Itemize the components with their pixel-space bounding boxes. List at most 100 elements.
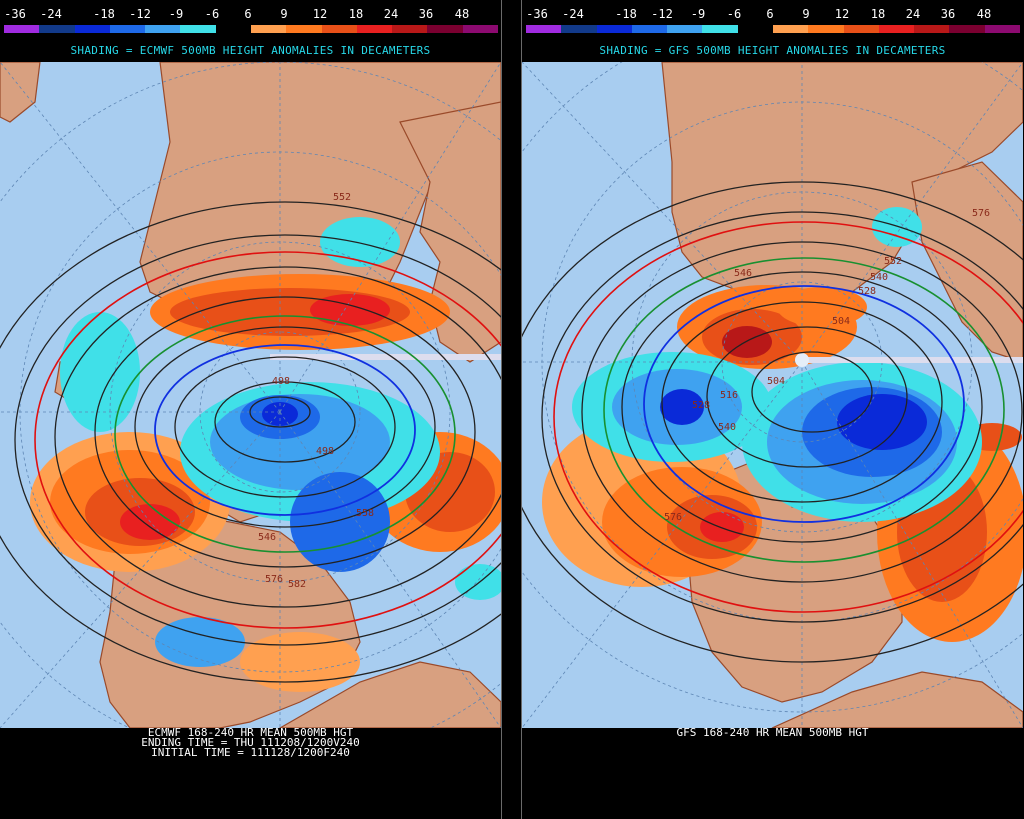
contour-label: 552 <box>333 192 351 203</box>
scale-swatch <box>356 25 393 33</box>
scale-label: -12 <box>651 7 673 21</box>
scale-label: 36 <box>940 7 956 21</box>
contour-label: 504 <box>832 316 850 327</box>
scale-label: 24 <box>905 7 921 21</box>
positive-anomalies <box>30 274 501 692</box>
meridian <box>522 361 803 728</box>
gfs-polar-map: 576 552 540 528 516 504 504 528 540 576 … <box>522 62 1023 728</box>
scale-label: 6 <box>244 7 252 21</box>
contour-label: 582 <box>288 579 306 590</box>
scale-swatch <box>250 25 287 33</box>
caption-line: ENDING TIME = THU 111208/1200V240 <box>141 736 360 749</box>
date-line-gap <box>270 354 501 360</box>
north-pole-marker <box>795 353 809 367</box>
scale-swatch <box>914 25 950 33</box>
scale-swatch <box>843 25 879 33</box>
meridian <box>279 62 501 413</box>
meridian <box>522 62 803 363</box>
anomaly-arctic-core <box>837 394 927 450</box>
contour <box>249 396 311 428</box>
anomaly-scandinavia-cyan <box>320 217 400 267</box>
panel-divider <box>501 0 522 819</box>
anomaly-color-scale <box>526 25 1020 33</box>
scale-swatch <box>561 25 597 33</box>
contour <box>134 326 436 528</box>
contour <box>14 234 501 646</box>
scale-swatch <box>667 25 703 33</box>
contour <box>522 181 1023 663</box>
anomaly-alaska-cyan <box>60 312 140 432</box>
anomaly-scale-labels: -36 -24 -18 -12 -9 -6 6 9 12 18 24 36 48 <box>0 8 501 22</box>
scale-label: -24 <box>40 7 62 21</box>
scale-label: -24 <box>562 7 584 21</box>
scale-swatch <box>462 25 498 33</box>
meridian <box>279 411 501 728</box>
contour <box>706 326 908 468</box>
gfs-panel: -36 -24 -18 -12 -9 -6 6 9 12 18 24 36 48… <box>522 0 1023 819</box>
scale-swatch <box>180 25 216 33</box>
scale-label: 12 <box>312 7 328 21</box>
scale-swatch <box>74 25 110 33</box>
land-masses <box>0 62 501 728</box>
caption-line: ECMWF 168-240 HR MEAN 500MB HGT <box>147 726 354 739</box>
south-america <box>278 661 501 728</box>
scale-swatch <box>631 25 668 33</box>
contour <box>214 381 356 463</box>
contour-528-blue <box>643 285 965 523</box>
scale-swatch <box>145 25 181 33</box>
contour-label: 498 <box>272 376 290 387</box>
anomaly-siberia-east <box>777 287 867 327</box>
contour <box>54 266 501 608</box>
contour <box>0 201 501 683</box>
scale-label: 24 <box>383 7 399 21</box>
meridian <box>801 361 1023 728</box>
anomaly-scale-labels: -36 -24 -18 -12 -9 -6 6 9 12 18 24 36 48 <box>522 8 1023 22</box>
contour <box>541 211 1023 623</box>
scale-swatch <box>39 25 75 33</box>
contour-labels: 552 498 498 558 546 582 576 <box>258 192 374 590</box>
scale-label: 48 <box>976 7 992 21</box>
scale-swatch <box>109 25 146 33</box>
scale-label: 18 <box>348 7 364 21</box>
date-line-gap <box>802 357 1023 363</box>
scale-swatch <box>286 25 322 33</box>
anomaly-canada-blue <box>290 472 390 572</box>
scale-label: -18 <box>615 7 637 21</box>
contour-label: 540 <box>718 422 736 433</box>
contour-label: 504 <box>767 376 785 387</box>
scale-label: -6 <box>204 7 220 21</box>
south-america <box>771 671 1023 728</box>
scale-label: 36 <box>418 7 434 21</box>
contour-label: 528 <box>692 400 710 411</box>
negative-anomalies <box>60 217 501 667</box>
europe-landmass <box>911 161 1023 363</box>
scale-label: -9 <box>690 7 706 21</box>
scale-label: -36 <box>526 7 548 21</box>
contour-label: 576 <box>265 574 283 585</box>
anomaly-siberia-core <box>722 326 772 358</box>
shading-title: SHADING = ECMWF 500MB HEIGHT ANOMALIES I… <box>70 44 431 57</box>
scale-label: -9 <box>168 7 184 21</box>
caption-line: GFS 168-240 HR MEAN 500MB HGT <box>676 726 869 739</box>
scale-label: -12 <box>129 7 151 21</box>
contour <box>581 241 1023 583</box>
meridian <box>0 62 281 413</box>
contour <box>751 351 873 433</box>
anomaly-pacific-core <box>660 389 704 425</box>
contour-576-red <box>553 221 1023 613</box>
scale-swatch <box>427 25 463 33</box>
scale-swatch <box>526 25 562 33</box>
scale-label: -6 <box>726 7 742 21</box>
anomaly-east-us <box>240 632 360 692</box>
meridian <box>801 62 1023 363</box>
scale-swatch <box>702 25 738 33</box>
shading-title: SHADING = GFS 500MB HEIGHT ANOMALIES IN … <box>599 44 946 57</box>
contour <box>621 271 983 543</box>
height-contours <box>522 181 1023 663</box>
height-contours <box>0 201 501 683</box>
contour <box>661 301 943 503</box>
africa-corner <box>0 62 41 123</box>
scale-label: 12 <box>834 7 850 21</box>
contour-576-red <box>34 251 501 629</box>
contour-label: 546 <box>734 268 752 279</box>
